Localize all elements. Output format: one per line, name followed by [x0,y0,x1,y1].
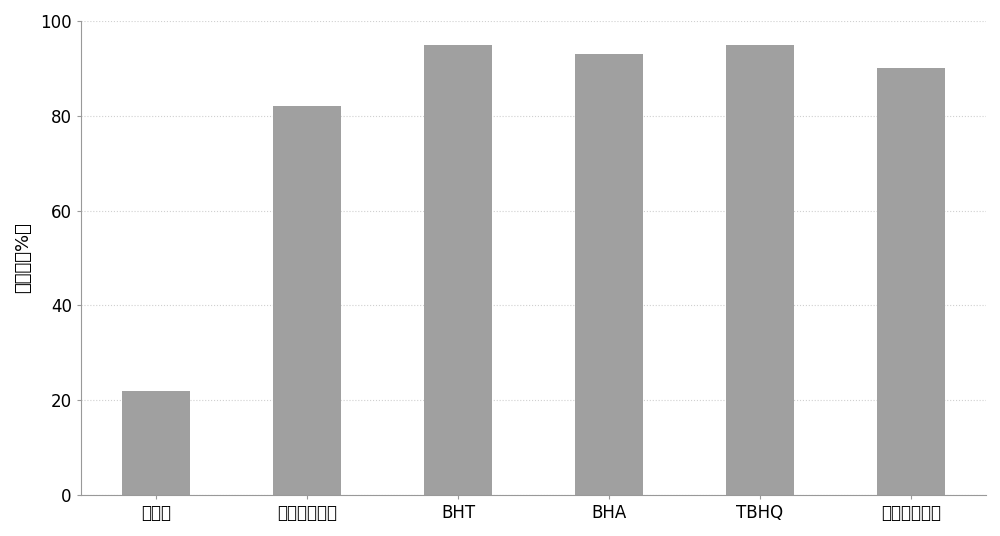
Bar [424,44,492,495]
Bar [877,68,945,495]
Bar [575,54,643,495]
Bar [726,44,794,495]
Bar [122,391,190,495]
Y-axis label: 透光率（%）: 透光率（%） [14,222,32,293]
Bar [273,106,341,495]
